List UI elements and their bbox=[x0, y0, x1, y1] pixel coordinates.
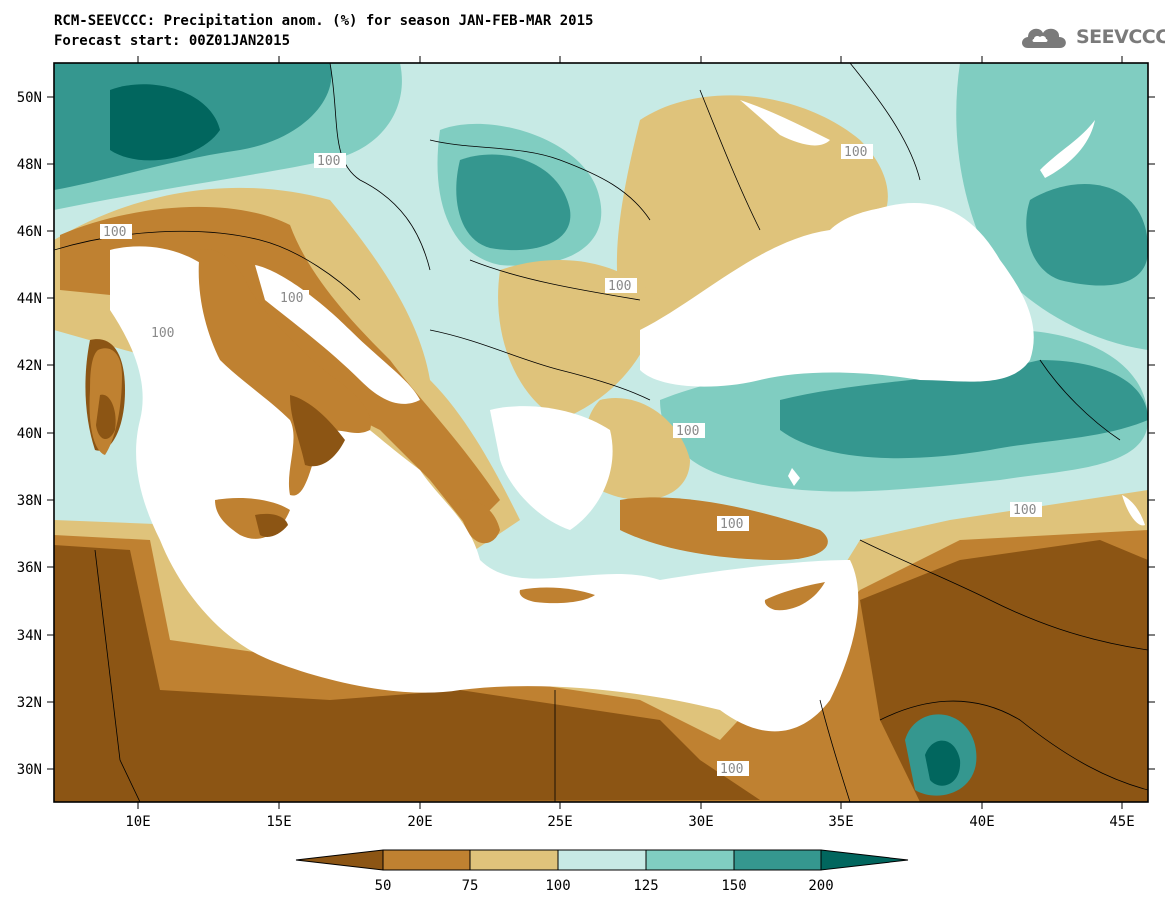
anomaly-field bbox=[54, 63, 1148, 802]
contour-label-bg bbox=[717, 761, 749, 776]
border-egypt-israel bbox=[819, 699, 851, 802]
colorbar-swatch-above-200 bbox=[820, 849, 909, 871]
colorbar-tick: 100 bbox=[545, 878, 570, 894]
contour-label: 100 bbox=[317, 154, 340, 169]
contour-label: 100 bbox=[676, 424, 699, 439]
contour-label-bg bbox=[673, 423, 705, 438]
lat-label: 32N bbox=[17, 695, 42, 711]
colorbar-tick: 200 bbox=[808, 878, 833, 894]
lat-label: 38N bbox=[17, 493, 42, 509]
border-carpathians bbox=[429, 139, 651, 221]
lon-label: 20E bbox=[407, 814, 432, 830]
field-75-100-romania bbox=[498, 260, 660, 420]
missing-data-patch-ukraine bbox=[740, 100, 830, 146]
border-balkans bbox=[429, 329, 651, 401]
missing-data-patch-iran bbox=[1122, 495, 1145, 526]
contour-label: 100 bbox=[720, 762, 743, 777]
field-150-200-russia bbox=[1026, 184, 1148, 286]
contour-label: 100 bbox=[1013, 503, 1036, 518]
colorbar: 50 75 100 125 150 200 bbox=[295, 849, 909, 894]
lat-label: 46N bbox=[17, 224, 42, 240]
lat-label: 42N bbox=[17, 358, 42, 374]
calabria-land bbox=[290, 395, 345, 467]
logo-text: SEEVCCC bbox=[1076, 26, 1165, 48]
peloponnese-land bbox=[459, 499, 500, 544]
contour-label: 100 bbox=[151, 326, 174, 341]
field-150-200-turkey bbox=[780, 360, 1148, 459]
colorbar-tick: 150 bbox=[721, 878, 746, 894]
lon-label: 40E bbox=[969, 814, 994, 830]
contour-label: 100 bbox=[280, 291, 303, 306]
border-ukraine-west bbox=[699, 89, 761, 231]
lat-label: 48N bbox=[17, 157, 42, 173]
lon-label: 10E bbox=[125, 814, 150, 830]
field-below50-africa bbox=[54, 545, 760, 802]
colorbar-swatch-125-150 bbox=[645, 849, 735, 871]
crete-land bbox=[519, 587, 595, 604]
black-sea bbox=[640, 202, 1034, 387]
contour-labels: 100 100 100 100 100 100 100 100 100 100 bbox=[100, 144, 1042, 777]
field-above200-central-europe bbox=[110, 84, 220, 161]
missing-data-patch-turkey bbox=[788, 468, 800, 486]
lon-label: 30E bbox=[688, 814, 713, 830]
contour-label-bg bbox=[717, 516, 749, 531]
missing-data-patch-russia bbox=[1040, 120, 1095, 178]
colorbar-swatch-150-200 bbox=[733, 849, 822, 871]
border-danube bbox=[469, 259, 641, 301]
contour-label: 100 bbox=[103, 225, 126, 240]
lat-label: 36N bbox=[17, 560, 42, 576]
contour-label: 100 bbox=[844, 145, 867, 160]
sea-of-azov bbox=[830, 206, 940, 250]
colorbar-swatch-50-75 bbox=[382, 849, 471, 871]
field-150-200-hungary bbox=[456, 154, 571, 251]
cloud-logo-icon bbox=[1022, 28, 1066, 48]
contour-label-bg bbox=[841, 144, 873, 159]
lon-label: 15E bbox=[266, 814, 291, 830]
border-saudi bbox=[879, 700, 1148, 791]
border-ukraine-russia bbox=[849, 63, 921, 181]
sicily-core bbox=[255, 513, 288, 537]
map-title: RCM-SEEVCCC: Precipitation anom. (%) for… bbox=[54, 13, 594, 29]
border-syria-iraq bbox=[859, 539, 1148, 651]
colorbar-tick: 75 bbox=[462, 878, 479, 894]
field-above200-arabia bbox=[925, 740, 961, 786]
lat-label: 50N bbox=[17, 90, 42, 106]
field-75-100-west-turkey bbox=[585, 398, 690, 500]
field-75-100-ukraine bbox=[616, 95, 888, 340]
border-caucasus bbox=[1039, 359, 1121, 441]
forecast-start-subtitle: Forecast start: 00Z01JAN2015 bbox=[54, 33, 291, 49]
contour-label-bg bbox=[605, 278, 637, 293]
contour-label-bg bbox=[283, 290, 309, 305]
colorbar-swatch-below-50 bbox=[295, 849, 384, 871]
contour-label-bg bbox=[100, 224, 132, 239]
longitude-axis: 10E 15E 20E 25E 30E 35E 40E 45E bbox=[125, 56, 1135, 830]
lat-label: 30N bbox=[17, 762, 42, 778]
colorbar-tick: 125 bbox=[633, 878, 658, 894]
lat-label: 34N bbox=[17, 628, 42, 644]
colorbar-tick: 50 bbox=[375, 878, 392, 894]
lat-label: 44N bbox=[17, 291, 42, 307]
lon-label: 35E bbox=[828, 814, 853, 830]
colorbar-swatch-75-100 bbox=[469, 849, 559, 871]
cyprus-land bbox=[764, 582, 825, 611]
lon-label: 25E bbox=[547, 814, 572, 830]
sardinia-core bbox=[96, 394, 116, 440]
lat-label: 40N bbox=[17, 426, 42, 442]
contour-label-bg bbox=[1010, 502, 1042, 517]
contour-label-bg bbox=[148, 325, 180, 340]
contour-label: 100 bbox=[608, 279, 631, 294]
italy-land bbox=[198, 249, 371, 496]
seevccc-logo: SEEVCCC bbox=[1018, 22, 1165, 52]
aegean-sea bbox=[490, 406, 613, 530]
border-central bbox=[329, 63, 431, 271]
mediterranean-sea bbox=[110, 246, 859, 732]
contour-label: 100 bbox=[720, 517, 743, 532]
colorbar-swatch-100-125 bbox=[557, 849, 647, 871]
latitude-axis: 50N 48N 46N 44N 42N 40N 38N 36N 34N 32N … bbox=[17, 90, 1155, 778]
lon-label: 45E bbox=[1109, 814, 1134, 830]
border-algeria-tunisia bbox=[94, 549, 141, 802]
contour-label-bg bbox=[314, 153, 346, 168]
